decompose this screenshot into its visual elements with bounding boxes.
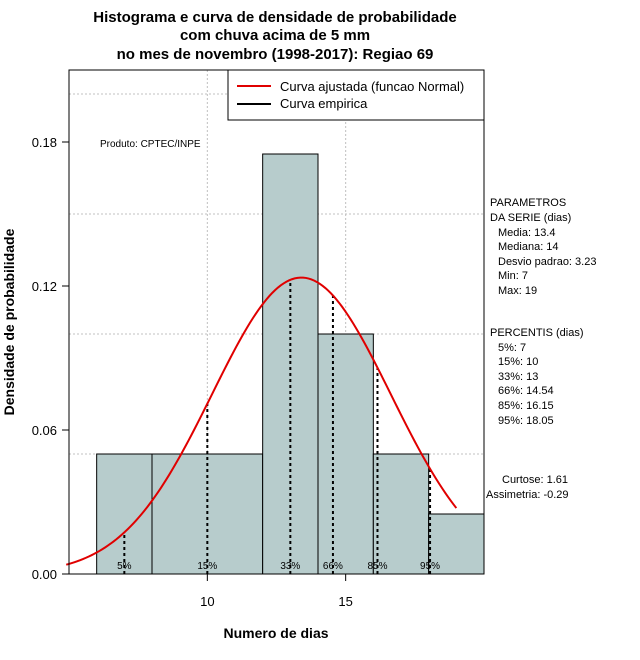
percentile-label-1: 5%	[117, 561, 132, 572]
chart-title-line-1: Histograma e curva de densidade de proba…	[93, 9, 456, 26]
percentil-33: 33%: 13	[498, 371, 538, 383]
histogram-bar-5	[372, 453, 430, 575]
parametro-desvio: Desvio padrao: 3.23	[498, 256, 596, 268]
parametro-media: Media: 13.4	[498, 227, 555, 239]
legend: Curva ajustada (funcao Normal) Curva emp…	[227, 69, 485, 121]
legend-empirical-label: Curva empirica	[280, 96, 368, 111]
normal-curve-line	[65, 276, 458, 566]
y-axis-label: Densidade de probabilidade	[1, 228, 17, 415]
y-tick-label-1: 0.00	[32, 567, 57, 582]
legend-box	[227, 69, 485, 121]
parametro-mediana: Mediana: 14	[498, 241, 559, 253]
parametros-title-1: PARAMETROS	[490, 197, 566, 209]
y-tick-label-4: 0.18	[32, 135, 57, 150]
chart-title-line-3: no mes de novembro (1998-2017): Regiao 6…	[117, 46, 434, 63]
x-tick-label-1: 10	[200, 594, 214, 609]
percentil-85: 85%: 16.15	[498, 400, 554, 412]
percentil-5: 5%: 7	[498, 342, 526, 354]
assimetria-value: Assimetria: -0.29	[486, 489, 569, 501]
percentil-15: 15%: 10	[498, 356, 538, 368]
y-tick-label-2: 0.06	[32, 423, 57, 438]
parametros-block: PARAMETROS DA SERIE (dias) Media: 13.4 M…	[490, 197, 596, 297]
percentile-lines: 5% 15% 33% 66% 85% 95%	[117, 279, 440, 574]
percentis-block: PERCENTIS (dias) 5%: 7 15%: 10 33%: 13 6…	[490, 327, 584, 427]
x-axis-label: Numero de dias	[223, 625, 328, 641]
curtose-value: Curtose: 1.61	[502, 474, 568, 486]
x-tick-label-2: 15	[338, 594, 352, 609]
axes: 10 15 0.00 0.06 0.12 0.18	[32, 135, 353, 609]
percentile-label-2: 15%	[197, 561, 217, 572]
percentile-label-4: 66%	[323, 561, 343, 572]
percentile-label-6: 95%	[420, 561, 440, 572]
percentile-label-5: 85%	[367, 561, 387, 572]
chart-title-line-2: com chuva acima de 5 mm	[180, 27, 370, 44]
parametro-min: Min: 7	[498, 270, 528, 282]
percentis-title: PERCENTIS (dias)	[490, 327, 584, 339]
percentil-66: 66%: 14.54	[498, 385, 554, 397]
histogram-bar-4	[317, 333, 374, 575]
parametros-title-2: DA SERIE (dias)	[490, 212, 571, 224]
y-tick-label-3: 0.12	[32, 279, 57, 294]
parametro-max: Max: 19	[498, 285, 537, 297]
legend-normal-label: Curva ajustada (funcao Normal)	[280, 79, 464, 94]
percentil-95: 95%: 18.05	[498, 415, 554, 427]
percentile-label-3: 33%	[280, 561, 300, 572]
produto-label: Produto: CPTEC/INPE	[100, 139, 201, 150]
